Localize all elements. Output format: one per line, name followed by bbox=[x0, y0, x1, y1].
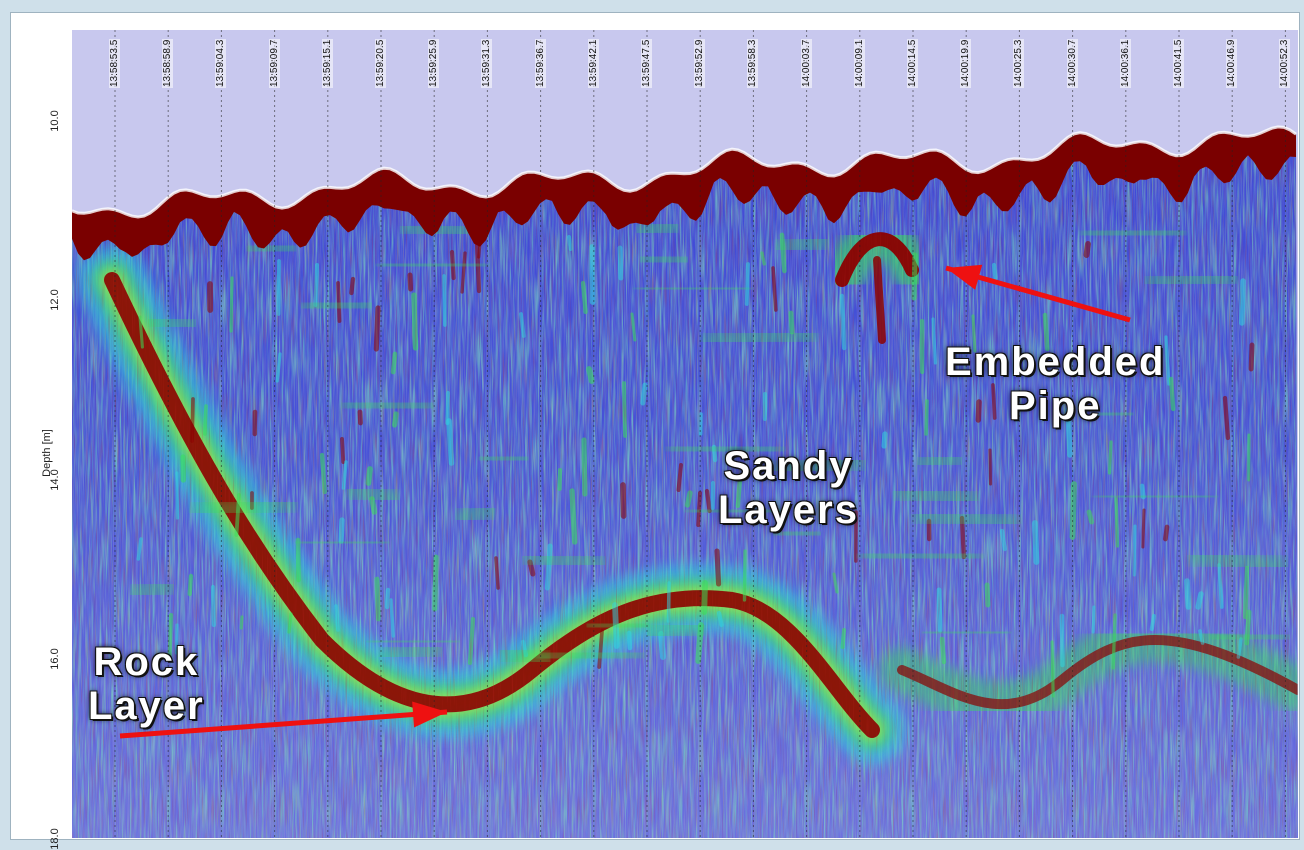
x-time-label: 13:59:25.9 bbox=[428, 39, 439, 88]
x-time-label: 13:58:53.5 bbox=[109, 39, 120, 88]
y-tick-label: 10.0 bbox=[49, 110, 61, 131]
x-time-label: 14:00:36.1 bbox=[1120, 39, 1131, 88]
x-time-label: 13:59:20.5 bbox=[375, 39, 386, 88]
x-time-label: 13:58:58.9 bbox=[162, 39, 173, 88]
y-tick-label: 14.0 bbox=[49, 469, 61, 490]
x-time-label: 14:00:30.7 bbox=[1067, 39, 1078, 88]
y-tick-label: 18.0 bbox=[49, 828, 61, 849]
annotation-rock-layer: Rock Layer bbox=[88, 640, 205, 728]
y-tick-label: 16.0 bbox=[49, 649, 61, 670]
x-time-label: 14:00:14.5 bbox=[907, 39, 918, 88]
x-time-label: 13:59:31.3 bbox=[481, 39, 492, 88]
x-time-label: 14:00:03.7 bbox=[801, 39, 812, 88]
x-time-label: 13:59:09.7 bbox=[269, 39, 280, 88]
x-time-label: 13:59:52.9 bbox=[694, 39, 705, 88]
y-tick-label: 12.0 bbox=[49, 290, 61, 311]
x-time-label: 14:00:25.3 bbox=[1013, 39, 1024, 88]
x-time-label: 14:00:41.5 bbox=[1173, 39, 1184, 88]
x-time-label: 13:59:15.1 bbox=[322, 39, 333, 88]
x-time-label: 14:00:19.9 bbox=[960, 39, 971, 88]
annotation-sandy-layers: Sandy Layers bbox=[718, 444, 859, 532]
x-time-label: 13:59:42.1 bbox=[588, 39, 599, 88]
x-time-label: 13:59:47.5 bbox=[641, 39, 652, 88]
radar-plot-area bbox=[72, 30, 1298, 845]
annotation-embedded-pipe: Embedded Pipe bbox=[945, 340, 1165, 428]
x-time-label: 13:59:36.7 bbox=[535, 39, 546, 88]
x-time-label: 14:00:52.3 bbox=[1279, 39, 1290, 88]
x-time-label: 13:59:04.3 bbox=[215, 39, 226, 88]
x-time-label: 13:59:58.3 bbox=[747, 39, 758, 88]
radargram-svg bbox=[72, 30, 1298, 838]
x-time-label: 14:00:46.9 bbox=[1226, 39, 1237, 88]
x-time-label: 14:00:09.1 bbox=[854, 39, 865, 88]
